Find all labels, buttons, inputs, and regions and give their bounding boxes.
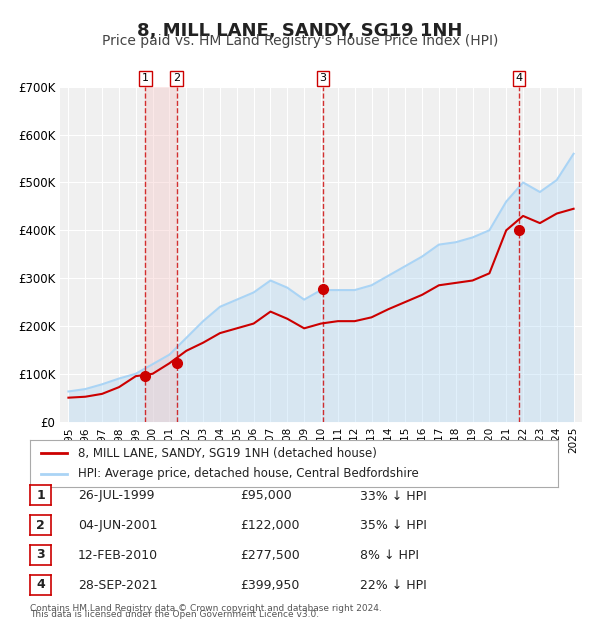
- Text: 4: 4: [36, 578, 45, 591]
- Text: 3: 3: [320, 73, 326, 84]
- Text: 26-JUL-1999: 26-JUL-1999: [78, 490, 155, 502]
- Text: 1: 1: [36, 489, 45, 502]
- Text: This data is licensed under the Open Government Licence v3.0.: This data is licensed under the Open Gov…: [30, 609, 319, 619]
- Text: 04-JUN-2001: 04-JUN-2001: [78, 520, 157, 532]
- Text: 28-SEP-2021: 28-SEP-2021: [78, 579, 158, 591]
- Text: £95,000: £95,000: [240, 490, 292, 502]
- Text: £399,950: £399,950: [240, 579, 299, 591]
- Text: 8, MILL LANE, SANDY, SG19 1NH (detached house): 8, MILL LANE, SANDY, SG19 1NH (detached …: [77, 447, 376, 459]
- Text: 4: 4: [515, 73, 523, 84]
- Text: 8% ↓ HPI: 8% ↓ HPI: [360, 549, 419, 562]
- Text: 2: 2: [36, 519, 45, 531]
- Text: 1: 1: [142, 73, 149, 84]
- Text: 8, MILL LANE, SANDY, SG19 1NH: 8, MILL LANE, SANDY, SG19 1NH: [137, 22, 463, 40]
- Text: 12-FEB-2010: 12-FEB-2010: [78, 549, 158, 562]
- Text: £122,000: £122,000: [240, 520, 299, 532]
- Bar: [145, 87, 176, 422]
- Text: HPI: Average price, detached house, Central Bedfordshire: HPI: Average price, detached house, Cent…: [77, 467, 418, 480]
- Text: 22% ↓ HPI: 22% ↓ HPI: [360, 579, 427, 591]
- Text: 33% ↓ HPI: 33% ↓ HPI: [360, 490, 427, 502]
- Text: Contains HM Land Registry data © Crown copyright and database right 2024.: Contains HM Land Registry data © Crown c…: [30, 603, 382, 613]
- Text: Price paid vs. HM Land Registry's House Price Index (HPI): Price paid vs. HM Land Registry's House …: [102, 34, 498, 48]
- Text: 2: 2: [173, 73, 180, 84]
- Text: 35% ↓ HPI: 35% ↓ HPI: [360, 520, 427, 532]
- Text: 3: 3: [36, 549, 45, 561]
- Text: £277,500: £277,500: [240, 549, 300, 562]
